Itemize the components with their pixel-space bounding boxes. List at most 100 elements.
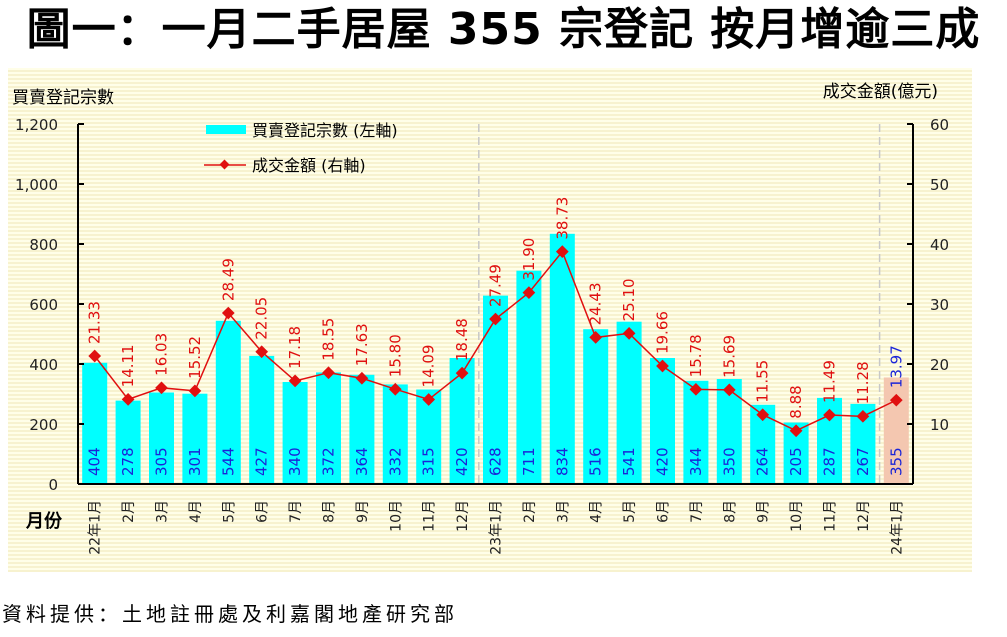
bar-value-label: 278 <box>119 447 137 476</box>
x-tick-label: 4月 <box>589 500 605 523</box>
left-tick-label: 1,000 <box>15 176 58 194</box>
source-footer: 資料提供：土地註冊處及利嘉閣地產研究部 <box>2 602 458 626</box>
bar-value-label: 420 <box>453 447 471 476</box>
chart-title: 圖一：一月二手居屋 355 宗登記 按月增逾三成 <box>26 4 981 55</box>
bar-value-label: 427 <box>253 447 271 476</box>
right-tick-label: 40 <box>930 236 949 254</box>
bar <box>382 384 408 484</box>
bar-value-label: 420 <box>654 447 672 476</box>
x-tick-label: 23年1月 <box>489 500 505 555</box>
line-value-label: 15.80 <box>386 334 404 377</box>
line-value-label: 18.55 <box>320 318 338 361</box>
bar-value-label: 340 <box>286 447 304 476</box>
left-tick-label: 400 <box>29 356 58 374</box>
bar-value-label: 287 <box>821 447 839 476</box>
x-tick-label: 12月 <box>856 500 872 532</box>
left-axis-title: 買賣登記宗數 <box>12 88 114 108</box>
line-value-label: 31.90 <box>520 238 538 281</box>
axes: 0 200 400 600 800 1,000 1,200 10 20 30 40 50 60 <box>15 116 949 494</box>
bar-value-label: 711 <box>520 447 538 476</box>
x-tick-label: 7月 <box>288 500 304 523</box>
bar-value-label: 305 <box>153 447 171 476</box>
bar <box>82 362 108 484</box>
bar <box>616 321 642 484</box>
line-marker <box>355 371 369 385</box>
right-axis-title: 成交金額(億元) <box>823 82 938 102</box>
x-tick-label: 6月 <box>255 500 271 523</box>
x-tick-label: 8月 <box>322 500 338 523</box>
right-tick-label: 30 <box>930 296 949 314</box>
line-value-label: 22.05 <box>253 297 271 340</box>
bar <box>349 374 375 484</box>
line-value-label: 13.97 <box>887 345 905 388</box>
bar-value-label: 205 <box>787 447 805 476</box>
line-value-label: 19.66 <box>654 311 672 354</box>
bar-value-label: 332 <box>386 447 404 476</box>
line-marker <box>221 306 235 320</box>
line-marker <box>422 393 436 406</box>
bar-value-label: 544 <box>219 447 237 476</box>
line-value-label: 11.55 <box>754 360 772 403</box>
bar-value-label: 350 <box>720 447 738 476</box>
bar <box>316 372 341 484</box>
line-value-label: 27.49 <box>487 264 505 307</box>
bar <box>182 393 208 484</box>
line-value-label: 15.78 <box>687 334 705 377</box>
line-value-label: 14.11 <box>119 344 137 387</box>
line-marker <box>255 345 269 359</box>
left-tick-label: 0 <box>48 476 58 494</box>
bar-value-label: 628 <box>487 447 505 476</box>
x-tick-label: 12月 <box>455 500 471 532</box>
bar-value-label: 264 <box>754 447 772 476</box>
x-tick-label: 10月 <box>388 500 404 532</box>
left-tick-label: 800 <box>29 236 58 254</box>
left-tick-label: 1,200 <box>15 116 58 134</box>
bar-value-label: 364 <box>353 447 371 476</box>
bar-value-label: 372 <box>320 447 338 476</box>
line-marker <box>322 366 335 380</box>
bar-value-label: 301 <box>186 447 204 476</box>
bar <box>516 270 542 484</box>
line-value-label: 15.69 <box>720 335 738 378</box>
bar <box>650 358 675 484</box>
x-tick-label: 5月 <box>221 500 237 523</box>
bar-value-label: 344 <box>687 447 705 476</box>
line-marker <box>121 392 135 406</box>
bar-labels: 404 278 305 301 544 427 340 372 364 332 315 420 628 7… <box>86 447 906 476</box>
line-labels: 21.33 14.11 16.03 15.52 28.49 22.05 17.18 18.55… <box>86 197 906 419</box>
x-tick-label: 7月 <box>689 500 705 523</box>
right-tick-label: 60 <box>930 116 949 134</box>
line-value-label: 15.52 <box>186 336 204 379</box>
bar-value-label: 404 <box>86 447 104 476</box>
bar-value-label: 267 <box>854 447 872 476</box>
right-tick-label: 50 <box>930 176 949 194</box>
line-value-label: 17.18 <box>286 326 304 369</box>
bar <box>583 329 609 484</box>
line-value-label: 25.10 <box>620 278 638 321</box>
bar <box>149 392 174 484</box>
line-value-label: 24.43 <box>587 282 605 325</box>
line-marker <box>155 381 168 395</box>
bar-value-label: 541 <box>620 447 638 476</box>
bar-value-label: 834 <box>553 447 571 476</box>
line-marker <box>455 366 469 380</box>
year-separators <box>478 124 881 484</box>
x-tick-label: 24年1月 <box>889 500 905 555</box>
line-value-label: 16.03 <box>153 333 171 376</box>
bar-value-label: 315 <box>420 447 438 476</box>
legend-bar-swatch <box>206 125 246 134</box>
line-value-label: 11.28 <box>854 361 872 404</box>
right-tick-label: 10 <box>930 416 949 434</box>
right-tick-label: 20 <box>930 356 949 374</box>
line-value-label: 8.88 <box>787 385 805 418</box>
x-tick-label: 4月 <box>188 500 204 523</box>
x-axis-title: 月份 <box>25 510 63 532</box>
bar-value-label: 516 <box>587 447 605 476</box>
legend-bar-label: 買賣登記宗數 (左軸) <box>252 121 398 140</box>
bar-value-label: 355 <box>887 447 905 476</box>
bar <box>215 320 241 484</box>
bar <box>683 380 709 484</box>
x-tick-label: 8月 <box>722 500 738 523</box>
x-tick-label: 11月 <box>422 500 438 532</box>
legend-line-label: 成交金額 (右軸) <box>252 156 366 175</box>
